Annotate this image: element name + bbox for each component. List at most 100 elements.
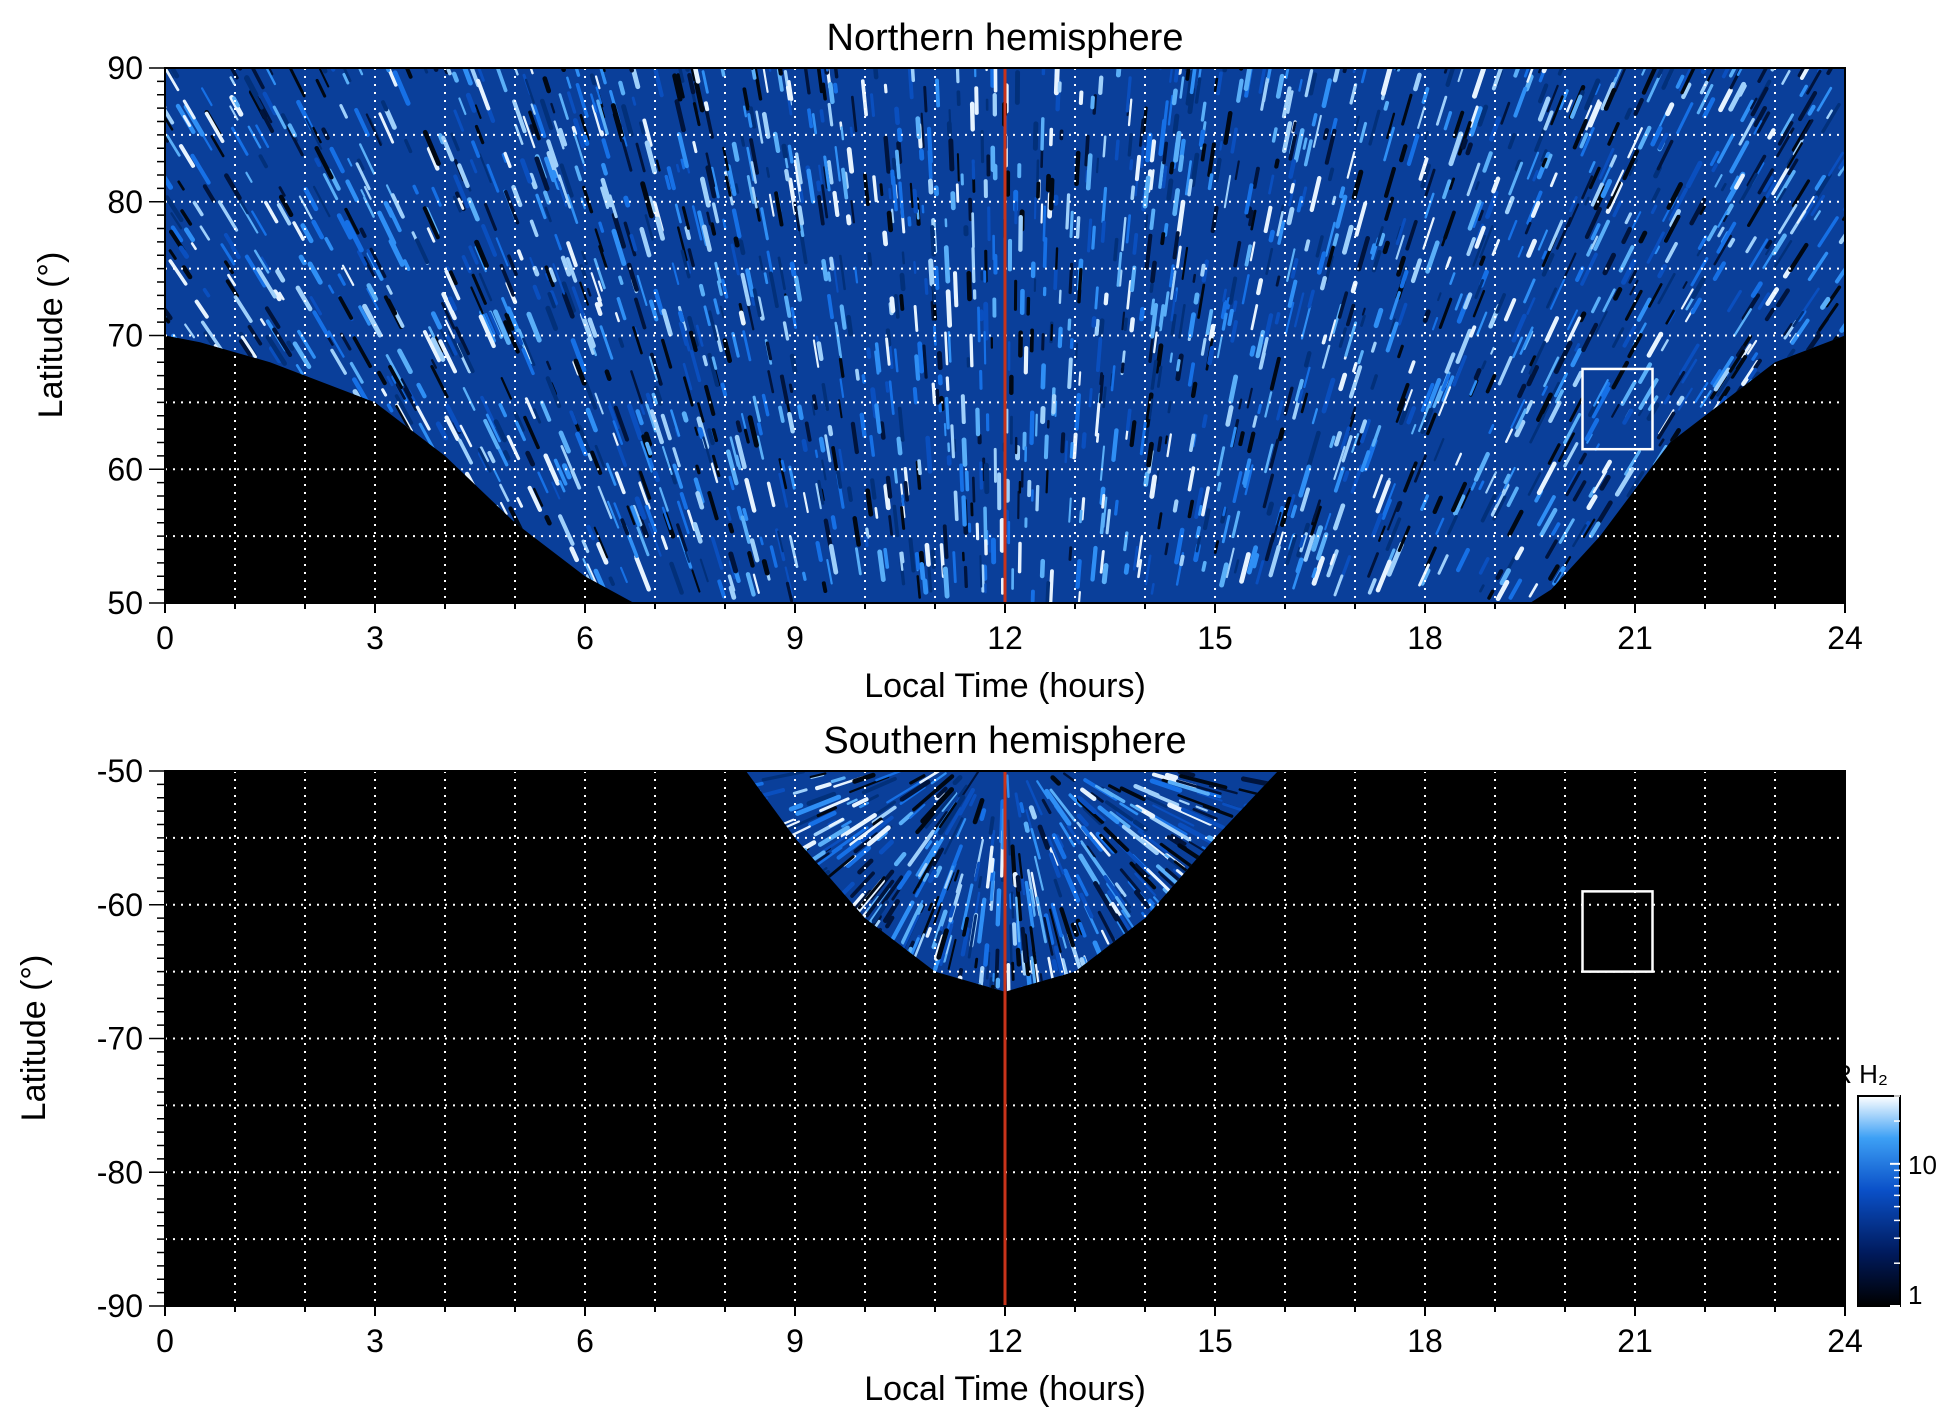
emission-streak [1053, 268, 1058, 291]
emission-streak [1353, 115, 1360, 134]
emission-streak [1551, 522, 1561, 536]
emission-streak [1114, 499, 1119, 516]
emission-streak [258, 68, 274, 76]
emission-streak [474, 246, 487, 273]
emission-streak [1275, 275, 1281, 287]
emission-streak [1181, 246, 1189, 280]
emission-streak [544, 265, 555, 288]
emission-streak [1120, 894, 1132, 909]
emission-streak [1158, 160, 1165, 189]
emission-streak [943, 422, 947, 437]
emission-streak [691, 68, 701, 84]
emission-streak [795, 794, 842, 816]
emission-streak [1289, 182, 1295, 194]
emission-streak [892, 504, 900, 538]
emission-streak [1334, 431, 1343, 447]
emission-streak [1370, 243, 1377, 255]
emission-streak [422, 206, 440, 240]
emission-streak [1129, 265, 1137, 293]
emission-streak [168, 249, 177, 260]
emission-streak [1107, 784, 1122, 793]
emission-streak [1234, 160, 1240, 181]
emission-streak [821, 459, 827, 481]
emission-streak [687, 315, 699, 348]
emission-streak [684, 551, 691, 563]
emission-streak [1035, 484, 1040, 512]
emission-streak [909, 803, 926, 819]
emission-streak [276, 202, 292, 226]
emission-streak [797, 205, 805, 226]
emission-streak [893, 468, 899, 484]
emission-streak [1469, 380, 1478, 396]
emission-streak [1110, 365, 1116, 392]
emission-streak [840, 126, 845, 141]
emission-streak [1214, 157, 1222, 183]
emission-streak [314, 146, 334, 180]
emission-streak [1389, 318, 1396, 334]
emission-streak [1690, 297, 1702, 315]
emission-streak [1360, 418, 1371, 444]
emission-streak [1341, 435, 1353, 463]
emission-streak [358, 143, 376, 175]
x-tick-label: 24 [1827, 620, 1863, 656]
emission-streak [850, 95, 858, 133]
emission-streak [908, 537, 916, 573]
emission-streak [691, 569, 701, 593]
emission-streak [955, 68, 960, 84]
emission-streak [1588, 101, 1602, 128]
emission-streak [1101, 186, 1108, 224]
emission-streak [1244, 183, 1254, 215]
emission-streak [1790, 318, 1810, 345]
emission-streak [833, 82, 839, 94]
emission-streak [1395, 500, 1403, 513]
emission-streak [1068, 793, 1083, 808]
emission-streak [1669, 208, 1682, 228]
emission-streak [899, 779, 931, 802]
emission-streak [706, 211, 712, 226]
emission-streak [1710, 369, 1722, 385]
emission-streak [1443, 68, 1453, 74]
emission-streak [1319, 275, 1328, 291]
emission-streak [772, 131, 781, 154]
emission-streak [596, 541, 609, 565]
emission-streak [1129, 420, 1137, 448]
emission-streak [1397, 344, 1404, 359]
emission-streak [1512, 336, 1524, 359]
emission-streak [509, 68, 519, 76]
emission-streak [861, 776, 897, 795]
emission-streak [1681, 358, 1698, 384]
emission-streak [1228, 276, 1238, 305]
emission-streak [337, 273, 346, 286]
emission-streak [1123, 317, 1128, 332]
emission-streak [1547, 443, 1561, 465]
emission-streak [238, 339, 253, 358]
emission-streak [1081, 825, 1104, 852]
colorbar: kR H₂ 110 [1820, 1059, 1937, 1310]
emission-streak [734, 434, 747, 470]
emission-streak [788, 803, 804, 812]
emission-streak [616, 296, 627, 321]
emission-streak [1078, 90, 1084, 106]
emission-streak [1750, 281, 1763, 298]
emission-streak [1765, 287, 1780, 306]
emission-streak [1143, 795, 1168, 809]
emission-streak [1100, 220, 1106, 243]
emission-streak [774, 191, 784, 227]
emission-streak [1144, 214, 1149, 231]
emission-streak [569, 410, 578, 425]
emission-streak [1315, 235, 1324, 258]
emission-streak [821, 184, 829, 219]
emission-streak [1728, 68, 1746, 78]
emission-streak [1797, 68, 1808, 78]
emission-streak [960, 394, 966, 425]
emission-streak [369, 247, 387, 279]
emission-streak [716, 280, 723, 296]
emission-streak [815, 782, 832, 791]
emission-streak [481, 223, 498, 257]
emission-streak [366, 287, 379, 311]
emission-streak [1036, 780, 1050, 800]
emission-streak [1393, 68, 1403, 71]
emission-streak [634, 496, 647, 520]
emission-streak [1401, 93, 1413, 126]
emission-streak [719, 305, 725, 319]
